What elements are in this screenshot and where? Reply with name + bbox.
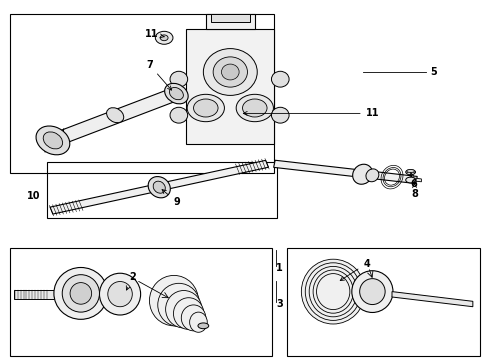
Ellipse shape [155,31,173,44]
Ellipse shape [213,57,247,87]
Text: 3: 3 [276,299,283,309]
Text: 11: 11 [244,108,379,118]
Ellipse shape [160,35,168,41]
Polygon shape [186,29,274,144]
Polygon shape [392,292,473,307]
Ellipse shape [181,305,206,331]
Ellipse shape [194,99,218,117]
Polygon shape [412,178,421,182]
Ellipse shape [353,164,372,184]
Ellipse shape [313,270,353,313]
Ellipse shape [406,170,416,175]
Ellipse shape [271,71,289,87]
Text: 10: 10 [26,191,40,201]
Ellipse shape [106,108,124,123]
Text: 7: 7 [146,60,171,90]
Ellipse shape [43,132,63,149]
Ellipse shape [352,271,393,312]
Polygon shape [50,160,269,214]
Polygon shape [206,14,255,29]
Ellipse shape [221,64,239,80]
Polygon shape [273,160,417,184]
Text: 4: 4 [340,258,370,280]
Polygon shape [14,290,54,299]
Ellipse shape [406,177,416,183]
Bar [287,248,480,356]
Ellipse shape [236,94,273,122]
Ellipse shape [173,298,204,329]
Ellipse shape [149,275,198,326]
Ellipse shape [170,71,188,87]
Ellipse shape [407,172,415,175]
Ellipse shape [360,279,385,305]
Ellipse shape [166,291,202,328]
Ellipse shape [99,273,141,315]
Text: 5: 5 [430,67,437,77]
Ellipse shape [366,169,379,182]
Ellipse shape [62,275,99,312]
Ellipse shape [190,312,207,332]
Ellipse shape [243,99,267,117]
Ellipse shape [158,283,200,327]
Ellipse shape [148,176,171,198]
Ellipse shape [170,107,188,123]
Ellipse shape [407,170,415,172]
Bar [10,248,272,356]
Ellipse shape [108,282,132,307]
Ellipse shape [305,263,361,320]
Ellipse shape [301,259,365,324]
Ellipse shape [36,126,70,155]
Ellipse shape [170,87,183,100]
Ellipse shape [165,84,188,104]
Ellipse shape [309,266,357,317]
Ellipse shape [271,107,289,123]
Ellipse shape [198,323,209,329]
Ellipse shape [54,267,108,319]
Text: 9: 9 [162,190,180,207]
Text: 6: 6 [410,173,417,189]
Text: 11: 11 [145,29,164,39]
Polygon shape [45,86,185,148]
Text: 1: 1 [276,263,283,273]
Polygon shape [211,14,250,22]
Text: 2: 2 [126,272,136,290]
Ellipse shape [203,49,257,95]
Bar [47,162,277,218]
Text: 8: 8 [412,184,418,199]
Ellipse shape [153,181,165,193]
Bar [10,14,274,173]
Ellipse shape [187,94,224,122]
Ellipse shape [317,274,350,310]
Ellipse shape [70,283,92,304]
